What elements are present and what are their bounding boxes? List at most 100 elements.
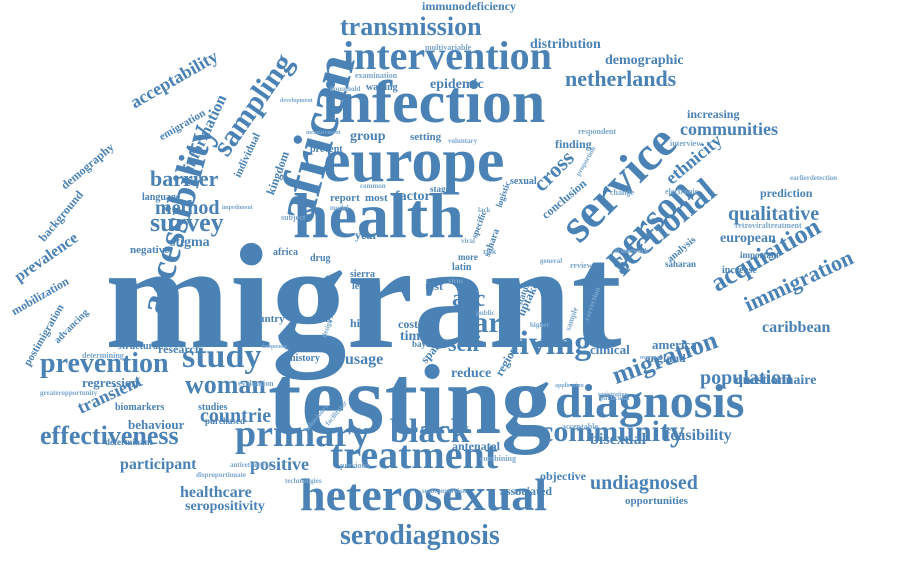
- word-latin: latin: [452, 262, 472, 273]
- word-distribution: distribution: [530, 37, 601, 52]
- word-testing: testing: [268, 344, 552, 455]
- word-change: change: [610, 188, 634, 197]
- word-stigma: stigma: [170, 235, 210, 250]
- word-overseas: overseas: [640, 355, 662, 361]
- word-determinant: determinant: [105, 437, 153, 447]
- word-disproportionate: disproportionate: [196, 471, 247, 479]
- word-intervention: intervention: [343, 33, 552, 78]
- word-most: most: [365, 192, 388, 204]
- word-european: european: [720, 231, 776, 246]
- word-examination: examination: [355, 71, 398, 80]
- word-acceptable: acceptable: [562, 422, 598, 431]
- word-finding: finding: [555, 137, 592, 151]
- word-multivariable: multivariable: [425, 43, 472, 52]
- word-retroviraltreatment: retroviraltreatment: [735, 221, 802, 230]
- word-important: important: [740, 250, 779, 260]
- word-communities: communities: [680, 119, 778, 139]
- word-population: population: [700, 367, 793, 389]
- word-prediction: prediction: [760, 186, 813, 200]
- word-registration: registration: [598, 392, 628, 398]
- word-africa: africa: [273, 247, 298, 258]
- word-health: health: [293, 180, 464, 251]
- word-negative: negative: [130, 244, 170, 256]
- word-serodiagnosis: serodiagnosis: [340, 520, 500, 551]
- word-undiagnosed: undiagnosed: [590, 472, 698, 494]
- word-feasibility: feasibility: [665, 427, 732, 444]
- word-language: language: [142, 192, 181, 203]
- word-technologies: technologies: [285, 477, 322, 485]
- word-factor: factor: [395, 189, 431, 204]
- word-interview: interview: [670, 139, 702, 148]
- word-particular: particular: [600, 394, 631, 402]
- word-research: research: [158, 342, 202, 356]
- word-previous: previous: [340, 461, 370, 470]
- word-living: living: [510, 325, 592, 362]
- word-behaviour: behaviour: [128, 417, 185, 432]
- word-leone: leone: [352, 281, 375, 292]
- word-transmission: transmission: [340, 12, 482, 41]
- word-usage: usage: [345, 351, 384, 368]
- word-background: background: [35, 187, 87, 245]
- word-frequency: frequency: [262, 344, 288, 350]
- word-structural: structural: [118, 341, 161, 352]
- word-black: black: [390, 413, 470, 450]
- word-clinic: clinic: [308, 313, 334, 325]
- word-acc: acc: [452, 286, 486, 312]
- word-barrier: barrier: [150, 166, 219, 191]
- word-regression: regression: [82, 375, 139, 390]
- word-community: community: [540, 415, 685, 448]
- word-countrie: countrie: [200, 405, 272, 427]
- word-earlierdetection: earlierdetection: [790, 174, 838, 182]
- word-setting: setting: [410, 131, 442, 143]
- word-purchased: purchased: [205, 416, 245, 426]
- word-opportunities: opportunities: [625, 495, 688, 507]
- word-prevent: prevent: [310, 144, 343, 155]
- word-report: report: [330, 192, 360, 204]
- word-review: review: [570, 261, 593, 270]
- word-impediment: impediment: [222, 205, 253, 211]
- word-increasing: increasing: [687, 107, 740, 121]
- word-determining: determining: [82, 351, 124, 360]
- word-more: more: [458, 252, 478, 262]
- word-effectiveness: effectiveness: [40, 421, 179, 450]
- word-cost: cost: [398, 317, 418, 331]
- word-sexual: sexual: [510, 176, 537, 187]
- word-framework: framework: [615, 247, 649, 255]
- word-measurement: measurement: [306, 130, 341, 136]
- word-history: history: [290, 353, 320, 364]
- word-drug: drug: [310, 253, 331, 264]
- word-heterosexual: heterosexual: [300, 469, 548, 520]
- word-healthcare: healthcare: [180, 484, 252, 501]
- word-common: common: [360, 182, 386, 190]
- word-seroconversion: seroconversion: [422, 487, 467, 495]
- word-participant: participant: [120, 456, 197, 473]
- word-self: self: [448, 331, 480, 356]
- word-objective: objective: [540, 469, 586, 483]
- word-hivst: hivst: [350, 316, 375, 330]
- word-studies: studies: [198, 402, 228, 413]
- word-migrant: migrant: [105, 214, 622, 380]
- word-treatment: treatment: [330, 432, 499, 477]
- word-model: model: [330, 204, 349, 212]
- word-lack: lack: [478, 206, 491, 214]
- word-woman: woman: [185, 370, 266, 399]
- word-time: time: [400, 329, 427, 344]
- word-voluntary: voluntary: [448, 137, 478, 145]
- word-general: general: [540, 257, 563, 265]
- word-stage: stage: [430, 184, 450, 194]
- word-caribbean: caribbean: [762, 319, 831, 336]
- word-household: household: [330, 85, 361, 93]
- word-risk: risk: [483, 247, 497, 256]
- word-associated: associated: [500, 484, 552, 498]
- word-waiting: waiting: [366, 82, 398, 93]
- word-questionnaire: questionnaire: [735, 373, 817, 388]
- word-care: care: [460, 306, 515, 339]
- word-saharan: saharan: [665, 259, 697, 269]
- word-demography: demography: [58, 139, 117, 193]
- word-clinical: clinical: [590, 342, 630, 357]
- word-respondent: respondent: [578, 127, 617, 136]
- word-antiretroviral: antiretroviral: [230, 461, 271, 469]
- word-survey: survey: [150, 208, 224, 237]
- word-higher: higher: [530, 321, 550, 329]
- word-social: social: [295, 339, 322, 351]
